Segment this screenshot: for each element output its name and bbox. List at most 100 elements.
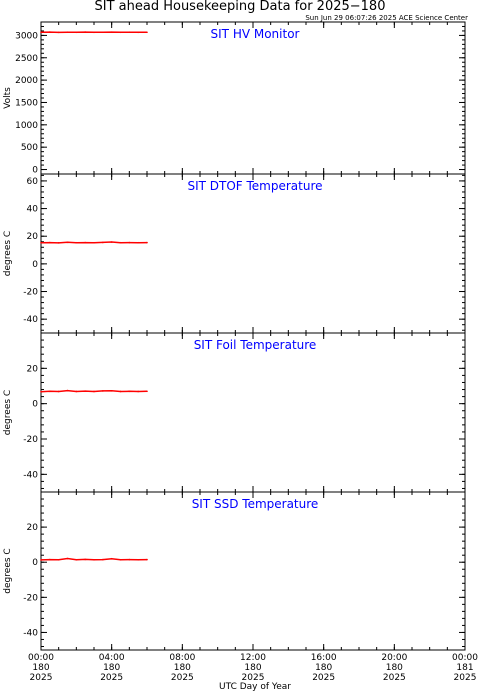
panel-title: SIT HV Monitor <box>211 27 300 41</box>
panel-frame-2 <box>40 332 466 493</box>
x-tick-year: 2025 <box>454 673 477 683</box>
data-point <box>40 559 42 561</box>
data-point <box>102 558 104 561</box>
data-point <box>146 31 148 34</box>
data-point <box>57 390 60 393</box>
data-point <box>75 241 78 244</box>
data-point <box>57 31 60 34</box>
x-tick-doy: 180 <box>32 663 49 673</box>
data-point <box>75 390 78 393</box>
y-tick-label: -20 <box>23 435 38 445</box>
x-tick-doy: 180 <box>386 663 403 673</box>
data-point <box>40 390 42 393</box>
data-point <box>119 390 122 393</box>
data-point <box>66 31 69 33</box>
y-axis-label: degrees C <box>3 390 13 435</box>
data-point <box>110 241 113 243</box>
y-tick-label: 60 <box>27 177 39 187</box>
y-tick-label: -20 <box>23 593 38 603</box>
main-title: SIT ahead Housekeeping Data for 2025−180 <box>95 0 386 14</box>
data-point <box>57 558 60 561</box>
x-tick-year: 2025 <box>100 673 123 683</box>
y-tick-label: 2500 <box>15 54 38 64</box>
y-tick-label: 20 <box>27 364 39 374</box>
data-point <box>66 389 69 392</box>
x-tick-time: 12:00 <box>240 653 266 663</box>
data-point <box>49 558 51 561</box>
data-point <box>137 241 139 244</box>
y-tick-label: 20 <box>27 523 39 533</box>
data-point <box>75 31 78 34</box>
data-point <box>66 557 69 560</box>
x-tick-doy: 180 <box>103 663 120 673</box>
x-tick-year: 2025 <box>171 673 194 683</box>
data-point <box>119 241 122 244</box>
y-tick-label: 1000 <box>15 121 38 131</box>
y-axis-label: degrees C <box>3 231 13 276</box>
data-point <box>84 31 86 33</box>
data-point <box>102 241 104 244</box>
data-point <box>57 242 60 244</box>
data-point <box>146 558 148 561</box>
data-point <box>93 390 95 393</box>
data-point <box>49 241 51 244</box>
y-tick-label: 0 <box>32 400 38 410</box>
x-tick-doy: 180 <box>315 663 332 673</box>
y-tick-label: 0 <box>32 166 38 176</box>
data-point <box>49 390 51 393</box>
y-tick-label: 0 <box>32 558 38 568</box>
data-point <box>128 241 131 244</box>
data-point <box>102 31 104 34</box>
x-tick-time: 00:00 <box>452 653 478 663</box>
x-axis-label: UTC Day of Year <box>219 682 291 692</box>
data-point <box>102 390 104 392</box>
data-point <box>40 241 42 244</box>
y-tick-label: 20 <box>27 232 39 242</box>
x-tick-time: 08:00 <box>169 653 195 663</box>
x-tick-time: 04:00 <box>99 653 125 663</box>
x-tick-doy: 180 <box>244 663 261 673</box>
data-point <box>93 558 95 561</box>
x-tick-time: 20:00 <box>381 653 407 663</box>
y-axis-label: degrees C <box>3 548 13 593</box>
x-tick-year: 2025 <box>242 673 265 683</box>
y-tick-label: -40 <box>23 315 38 325</box>
panel-title: SIT SSD Temperature <box>192 497 319 511</box>
timestamp: Sun Jun 29 06:07:26 2025 ACE Science Cen… <box>305 14 468 22</box>
data-point <box>93 241 95 244</box>
y-tick-label: 0 <box>32 260 38 270</box>
data-point <box>84 390 86 392</box>
y-tick-label: 2000 <box>15 76 38 86</box>
data-point <box>128 558 131 561</box>
panel-frame-1 <box>40 173 466 334</box>
data-point <box>66 241 69 244</box>
x-tick-doy: 181 <box>456 663 473 673</box>
data-point <box>146 390 148 393</box>
x-tick-year: 2025 <box>30 673 53 683</box>
x-tick-time: 00:00 <box>28 653 54 663</box>
x-tick-time: 16:00 <box>311 653 337 663</box>
panel-frame-3 <box>40 491 466 651</box>
y-tick-label: 1500 <box>15 98 38 108</box>
y-tick-label: 40 <box>27 205 39 215</box>
data-point <box>75 558 78 561</box>
y-tick-label: -40 <box>23 628 38 638</box>
panel-title: SIT Foil Temperature <box>194 338 317 352</box>
data-point <box>137 558 139 561</box>
y-tick-label: 500 <box>21 143 38 153</box>
data-point <box>40 31 42 34</box>
data-point <box>128 390 131 393</box>
data-point <box>137 31 139 34</box>
x-tick-year: 2025 <box>312 673 335 683</box>
data-point <box>49 31 51 33</box>
y-axis-label: Volts <box>3 87 13 109</box>
panel-title: SIT DTOF Temperature <box>187 179 322 193</box>
y-tick-label: -20 <box>23 288 38 298</box>
x-tick-doy: 180 <box>174 663 191 673</box>
data-point <box>128 31 131 33</box>
data-point <box>110 31 113 33</box>
data-point <box>119 31 122 34</box>
data-point <box>84 558 86 561</box>
